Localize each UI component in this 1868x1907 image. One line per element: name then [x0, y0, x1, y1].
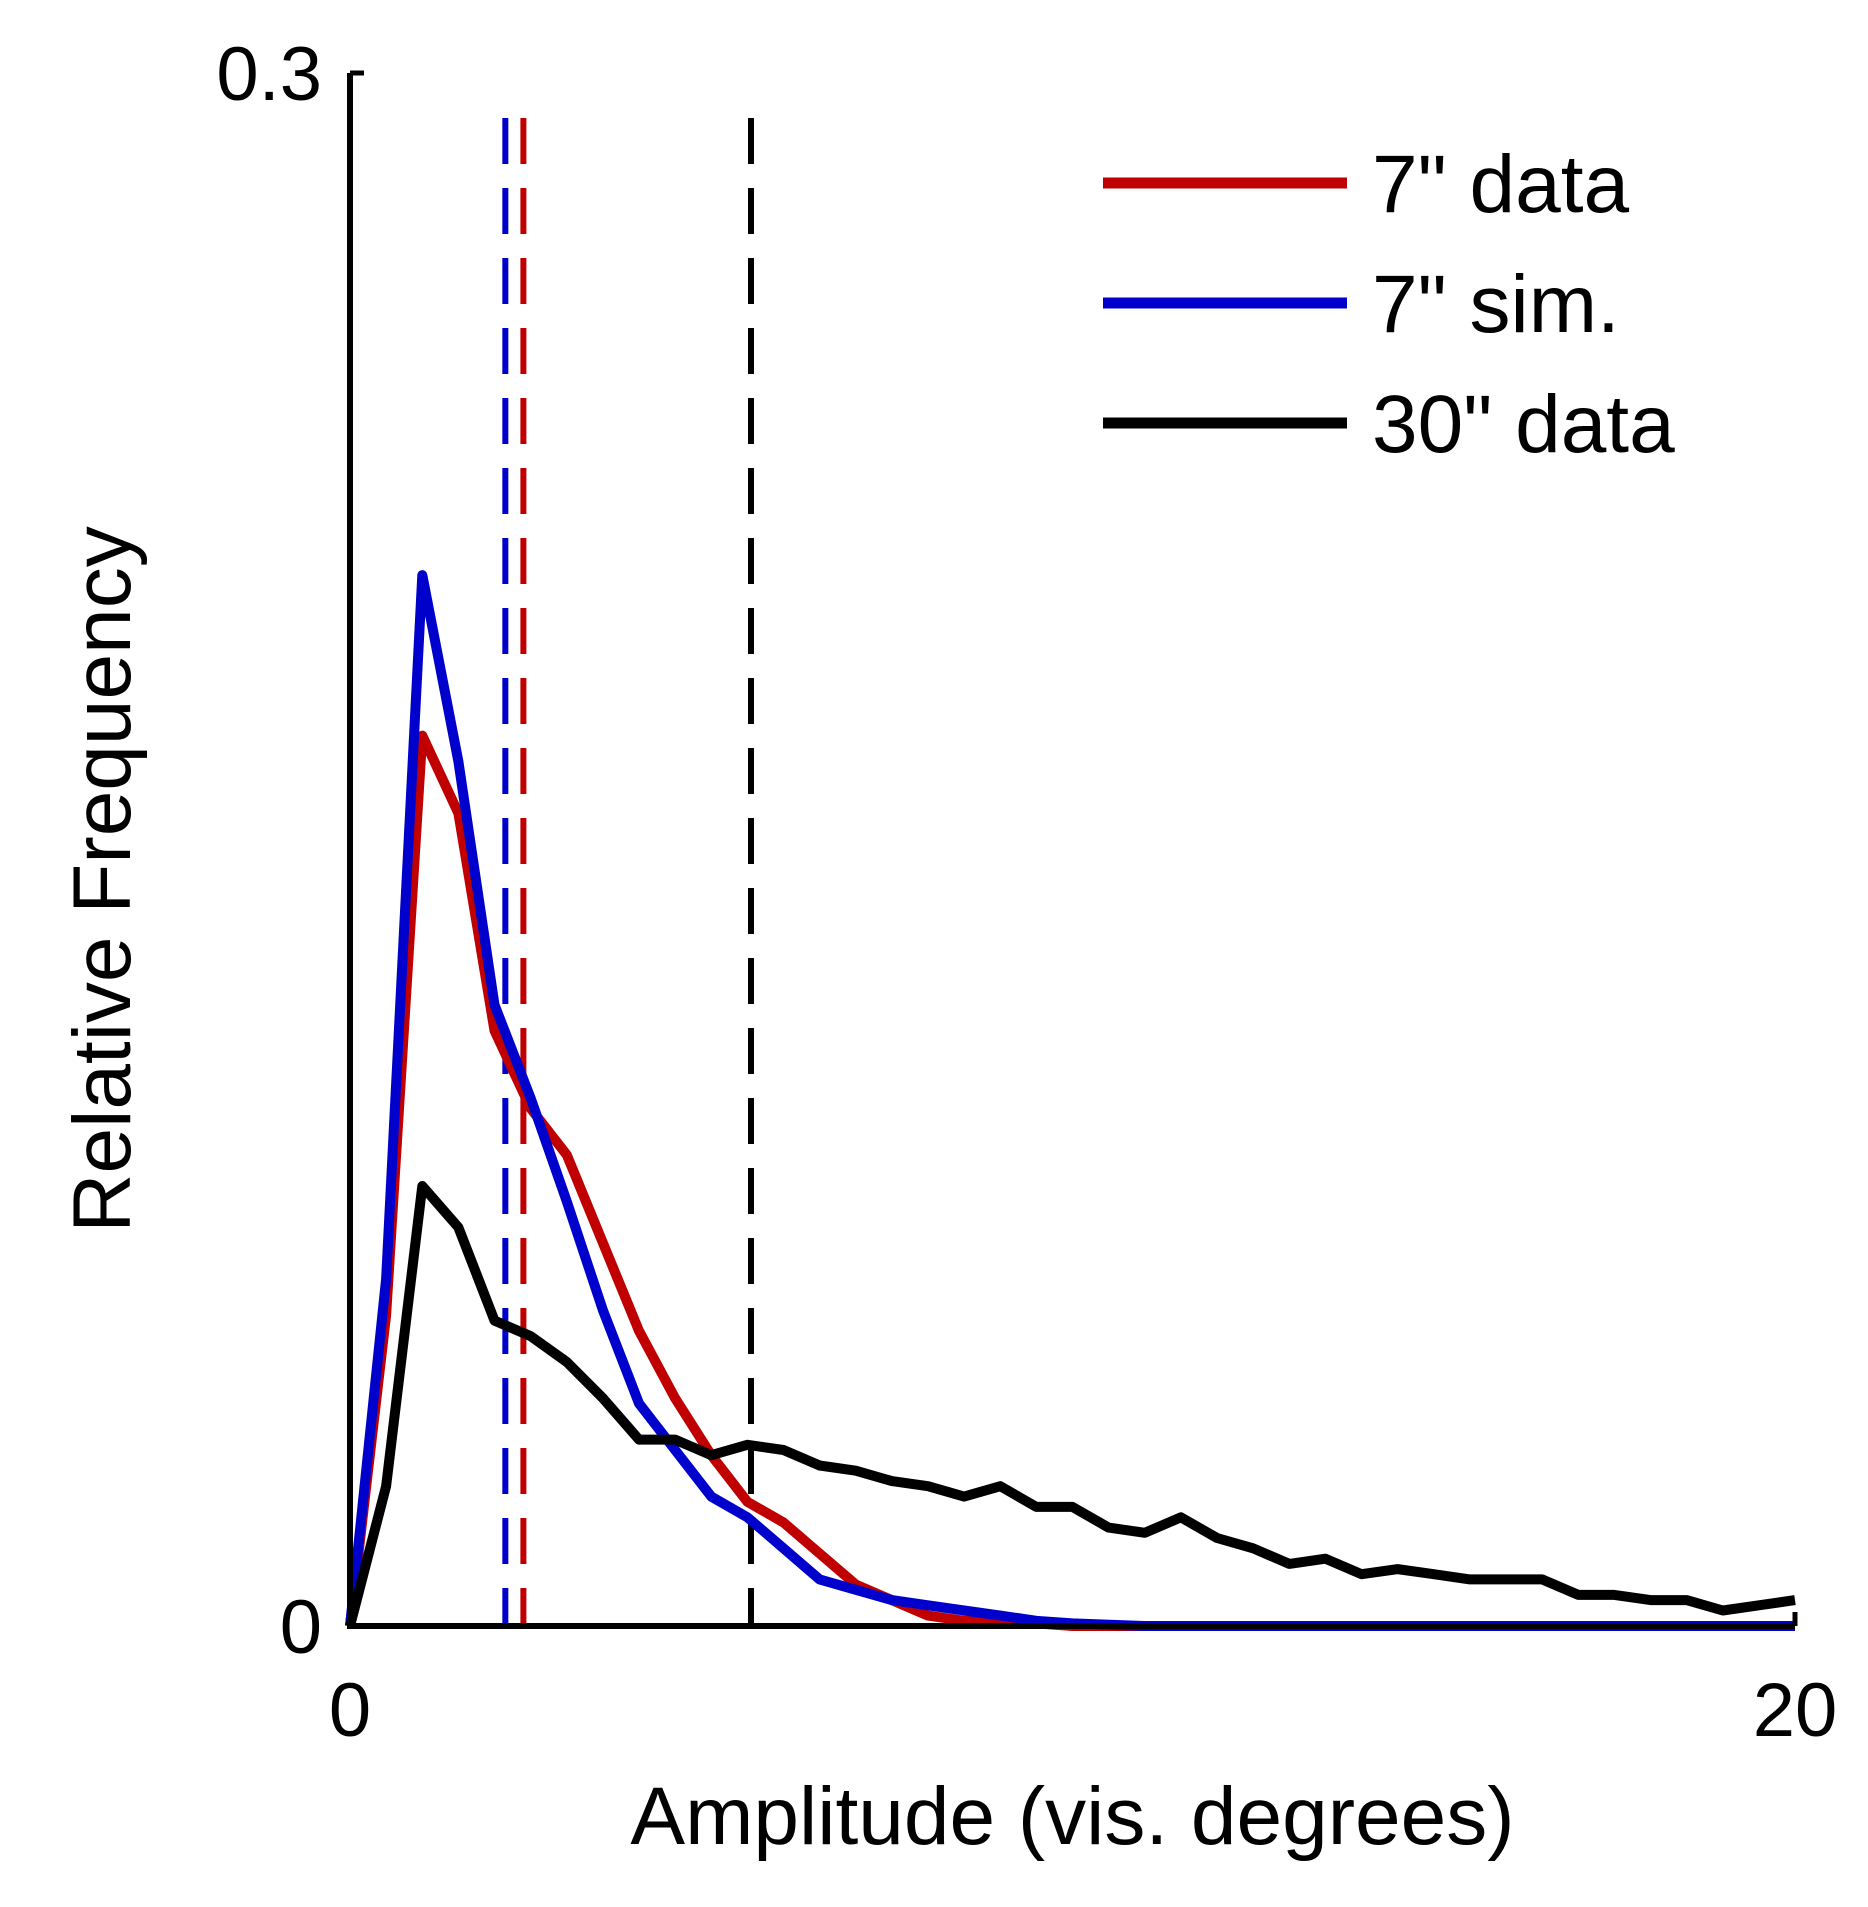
x-tick-label: 0 [329, 1668, 371, 1753]
ticks: 0 0.3 0 20 [216, 32, 1837, 1753]
y-axis-label: Relative Frequency [57, 526, 148, 1232]
legend: 7" data 7" sim. 30" data [1103, 139, 1675, 470]
legend-item-30in-data: 30" data [1103, 379, 1675, 470]
legend-label: 7" sim. [1372, 259, 1620, 350]
series-30in-data-line [345, 1181, 1796, 1628]
x-axis-label: Amplitude (vis. degrees) [630, 1771, 1514, 1862]
y-tick-label: 0.3 [216, 32, 322, 117]
series-lines [345, 570, 1796, 1631]
series-7in-data-line [345, 730, 1795, 1631]
legend-item-7in-data: 7" data [1103, 139, 1629, 230]
axes [347, 73, 1795, 1629]
mean-reference-lines [502, 118, 754, 1626]
legend-label: 7" data [1372, 139, 1629, 230]
legend-label: 30" data [1372, 379, 1675, 470]
series-7in-sim-line [345, 570, 1795, 1631]
y-tick-label: 0 [280, 1585, 322, 1670]
x-tick-label: 20 [1753, 1668, 1838, 1753]
legend-item-7in-sim: 7" sim. [1103, 259, 1620, 350]
